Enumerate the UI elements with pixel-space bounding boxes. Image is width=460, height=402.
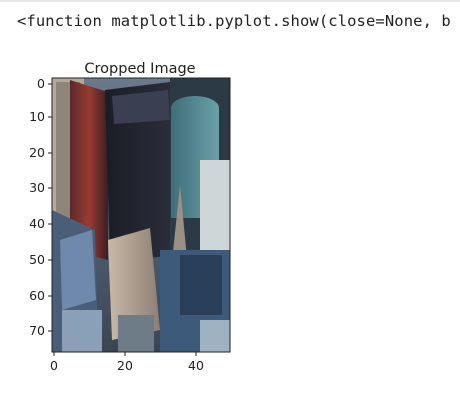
y-tick-label: 40 xyxy=(29,216,45,231)
y-tick-label: 70 xyxy=(29,323,45,338)
y-tick-label: 10 xyxy=(29,109,45,124)
x-tick-label: 0 xyxy=(50,358,58,373)
y-tick-label: 30 xyxy=(29,180,45,195)
y-tick-label: 50 xyxy=(29,252,45,267)
y-tick-label: 0 xyxy=(37,76,45,91)
cell-output-text[interactable]: <function matplotlib.pyplot.show(close=N… xyxy=(17,12,451,30)
x-axis-labels: 0 20 40 xyxy=(50,358,204,373)
y-tick-label: 60 xyxy=(29,288,45,303)
y-tick-label: 20 xyxy=(29,145,45,160)
cell-top-border xyxy=(0,0,460,2)
axes-frame xyxy=(51,77,231,353)
axes-title: Cropped Image xyxy=(84,61,195,77)
y-axis-ticks xyxy=(48,83,52,332)
x-tick-label: 40 xyxy=(188,358,204,373)
x-axis-ticks xyxy=(53,352,197,356)
cropped-city-image xyxy=(52,78,230,352)
y-axis-labels: 0 10 20 30 40 50 60 70 xyxy=(29,76,45,338)
x-tick-label: 20 xyxy=(117,358,133,373)
